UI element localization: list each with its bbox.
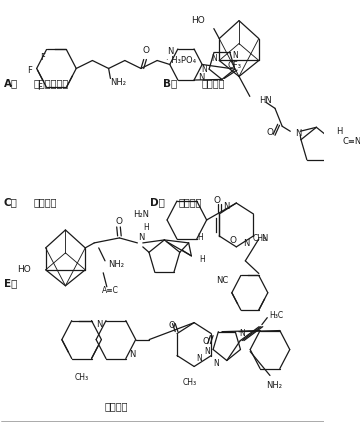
Text: N: N	[239, 329, 244, 338]
Text: N: N	[223, 201, 229, 210]
Text: O: O	[230, 236, 237, 245]
Text: O: O	[143, 46, 150, 55]
Text: E．: E．	[4, 278, 17, 288]
Text: A≡C: A≡C	[102, 286, 119, 295]
Text: H: H	[336, 127, 342, 136]
Text: O: O	[168, 321, 175, 330]
Text: N: N	[201, 65, 207, 74]
Text: H: H	[199, 255, 205, 265]
Text: H: H	[198, 233, 203, 242]
Text: F: F	[37, 83, 42, 92]
Text: O: O	[116, 217, 123, 227]
Text: N: N	[211, 54, 217, 63]
Text: 磷酸西他列汀: 磷酸西他列汀	[33, 78, 68, 89]
Text: H₂N: H₂N	[133, 210, 149, 219]
Text: N: N	[295, 129, 302, 138]
Text: NH₂: NH₂	[111, 78, 126, 87]
Text: N: N	[138, 233, 144, 242]
Text: CF₃: CF₃	[227, 61, 241, 70]
Text: HO: HO	[191, 16, 205, 25]
Text: F: F	[27, 66, 32, 75]
Text: N: N	[233, 51, 238, 60]
Text: C．: C．	[4, 197, 18, 207]
Text: NH₂: NH₂	[109, 260, 125, 269]
Text: C≡N: C≡N	[343, 137, 360, 146]
Text: 沙格列汀: 沙格列汀	[33, 197, 57, 207]
Text: N: N	[213, 359, 219, 368]
Text: N: N	[96, 320, 102, 329]
Text: N: N	[196, 354, 202, 363]
Text: 维达列汀: 维达列汀	[202, 78, 225, 89]
Text: N: N	[129, 350, 136, 359]
Text: N: N	[204, 347, 210, 356]
Text: O: O	[214, 196, 221, 204]
Text: N: N	[261, 234, 267, 243]
Text: H: H	[144, 224, 149, 233]
Text: B．: B．	[163, 78, 177, 89]
Text: 阿格列汀: 阿格列汀	[179, 197, 202, 207]
Text: D．: D．	[150, 197, 165, 207]
Text: HN: HN	[259, 96, 271, 105]
Text: CH₃: CH₃	[183, 378, 197, 387]
Text: O: O	[266, 128, 273, 137]
Text: NC: NC	[216, 276, 228, 285]
Text: H₃C: H₃C	[269, 311, 283, 320]
Text: N: N	[199, 72, 205, 81]
Text: CH₃: CH₃	[75, 373, 89, 382]
Text: F: F	[41, 53, 45, 62]
Text: 利格列汀: 利格列汀	[104, 401, 128, 411]
Text: N: N	[167, 47, 174, 56]
Text: · H₃PO₄: · H₃PO₄	[166, 56, 196, 65]
Text: HO: HO	[18, 265, 31, 274]
Text: NH₂: NH₂	[266, 381, 283, 390]
Text: O: O	[203, 337, 210, 346]
Text: N: N	[243, 239, 250, 248]
Text: A．: A．	[4, 78, 18, 89]
Text: CH₃: CH₃	[252, 234, 267, 243]
